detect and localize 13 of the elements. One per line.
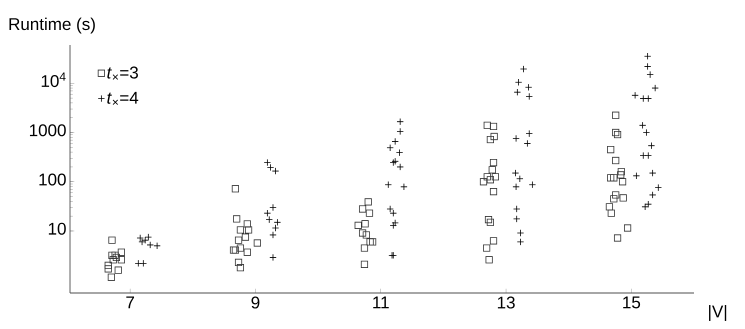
- x-tick-label: 9: [252, 296, 260, 309]
- legend-label: t$_{×}$=4: [107, 92, 138, 105]
- x-tick-label: 11: [373, 296, 389, 308]
- x-tick-label: 7: [126, 296, 134, 308]
- y-tick-label: 100: [39, 173, 66, 186]
- y-axis-title: Runtime (s): [9, 18, 95, 34]
- x-axis-title: |V|: [709, 305, 726, 321]
- legend-label: t$_{×}$=3: [107, 66, 138, 80]
- y-tick-label: 10$^{4}$: [42, 72, 66, 88]
- x-tick-label: 13: [498, 296, 515, 309]
- y-tick-label: 10: [48, 222, 66, 235]
- x-tick-label: 15: [623, 296, 640, 308]
- y-tick-label: 1000: [30, 124, 66, 136]
